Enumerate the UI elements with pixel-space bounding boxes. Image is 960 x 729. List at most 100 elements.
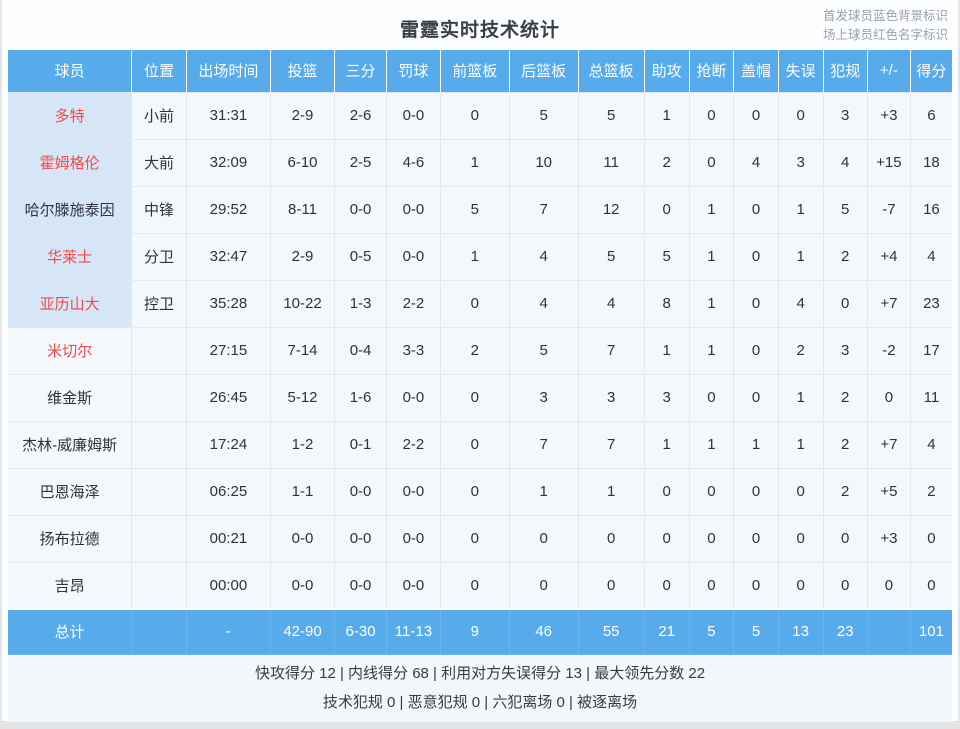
col-header-blk: 盖帽 xyxy=(733,50,779,92)
cell-treb: 0 xyxy=(577,561,645,610)
total-to: 13 xyxy=(777,608,824,655)
cell-pts: 6 xyxy=(909,91,952,140)
cell-plusminus: +3 xyxy=(866,91,911,140)
cell-blk: 0 xyxy=(733,561,779,610)
table-row: 扬布拉德 00:21 0-0 0-0 0-0 0 0 0 0 0 0 0 0 +3 0 xyxy=(8,514,952,563)
cell-blk: 4 xyxy=(733,138,779,187)
col-header-ast: 助攻 xyxy=(644,50,690,92)
cell-pf: 0 xyxy=(822,279,868,328)
cell-3pt: 0-0 xyxy=(334,561,388,610)
cell-ft: 3-3 xyxy=(386,326,441,375)
table-row: 维金斯 26:45 5-12 1-6 0-0 0 3 3 3 0 0 1 2 0 11 xyxy=(8,373,952,422)
cell-ft: 0-0 xyxy=(386,561,441,610)
total-position xyxy=(131,608,187,655)
cell-ast: 5 xyxy=(643,232,690,281)
cell-dreb: 7 xyxy=(508,420,579,469)
cell-treb: 3 xyxy=(577,373,645,422)
player-name-cell: 维金斯 xyxy=(8,373,133,422)
summary-line-scoring: 快攻得分 12 | 内线得分 68 | 利用对方失误得分 13 | 最大领先分数… xyxy=(254,665,706,682)
cell-blk: 0 xyxy=(733,373,779,422)
cell-pf: 2 xyxy=(822,373,868,422)
cell-minutes: 00:21 xyxy=(185,514,271,563)
title-bar: 雷霆实时技术统计 首发球员蓝色背景标识 场上球员红色名字标识 xyxy=(2,0,958,50)
cell-oreb: 0 xyxy=(439,561,510,610)
cell-pf: 3 xyxy=(822,326,868,375)
cell-plusminus: 0 xyxy=(866,373,911,422)
cell-plusminus: +15 xyxy=(866,138,911,187)
cell-oreb: 5 xyxy=(439,185,510,234)
cell-fg: 0-0 xyxy=(269,561,336,610)
cell-to: 0 xyxy=(777,91,824,140)
table-row: 巴恩海泽 06:25 1-1 0-0 0-0 0 1 1 0 0 0 0 2 +5 2 xyxy=(8,467,952,516)
cell-plusminus: +5 xyxy=(866,467,911,516)
cell-plusminus: -2 xyxy=(866,326,911,375)
cell-pf: 0 xyxy=(822,561,868,610)
total-3pt: 6-30 xyxy=(334,608,388,655)
cell-ft: 0-0 xyxy=(386,467,441,516)
cell-position xyxy=(131,373,187,422)
cell-minutes: 29:52 xyxy=(185,185,271,234)
total-ft: 11-13 xyxy=(386,608,441,655)
total-minutes: - xyxy=(185,608,271,655)
cell-fg: 0-0 xyxy=(269,514,336,563)
legend-starter-note: 首发球员蓝色背景标识 xyxy=(822,9,948,23)
player-name-cell: 巴恩海泽 xyxy=(8,467,133,516)
cell-position xyxy=(131,420,187,469)
table-row: 吉昂 00:00 0-0 0-0 0-0 0 0 0 0 0 0 0 0 0 0 xyxy=(8,561,952,610)
total-pf: 23 xyxy=(822,608,868,655)
cell-ft: 0-0 xyxy=(386,185,441,234)
cell-stl: 0 xyxy=(688,467,735,516)
cell-fg: 10-22 xyxy=(269,279,336,328)
cell-ast: 1 xyxy=(643,91,690,140)
table-body: 多特 小前 31:31 2-9 2-6 0-0 0 5 5 1 0 0 0 3 +3 6 霍姆格伦 大前 32:09… xyxy=(8,91,952,655)
team-summary: 快攻得分 12 | 内线得分 68 | 利用对方失误得分 13 | 最大领先分数… xyxy=(8,655,952,722)
cell-3pt: 2-6 xyxy=(334,91,388,140)
cell-3pt: 0-4 xyxy=(334,326,388,375)
cell-dreb: 7 xyxy=(508,185,579,234)
col-header-position: 位置 xyxy=(131,50,187,92)
cell-fg: 6-10 xyxy=(269,138,336,187)
cell-ast: 0 xyxy=(643,185,690,234)
cell-plusminus: +7 xyxy=(866,279,911,328)
cell-dreb: 5 xyxy=(508,91,579,140)
cell-pts: 0 xyxy=(909,561,952,610)
cell-pts: 4 xyxy=(909,232,952,281)
cell-ast: 8 xyxy=(643,279,690,328)
col-header-3pt: 三分 xyxy=(334,50,388,92)
cell-fg: 2-9 xyxy=(269,232,336,281)
cell-pf: 2 xyxy=(822,467,868,516)
cell-fg: 8-11 xyxy=(269,185,336,234)
player-name-cell: 华莱士 xyxy=(8,232,133,281)
player-name-cell: 霍姆格伦 xyxy=(8,138,133,187)
cell-dreb: 3 xyxy=(508,373,579,422)
player-name-cell: 哈尔滕施泰因 xyxy=(8,185,133,234)
cell-minutes: 00:00 xyxy=(185,561,271,610)
cell-pts: 2 xyxy=(909,467,952,516)
cell-pf: 3 xyxy=(822,91,868,140)
cell-pf: 0 xyxy=(822,514,868,563)
player-name-cell: 杰林-威廉姆斯 xyxy=(8,420,133,469)
total-dreb: 46 xyxy=(508,608,579,655)
table-header: 球员 位置 出场时间 投篮 三分 罚球 前篮板 后篮板 总篮板 助攻 抢断 盖帽 失误 犯规 +/- 得分 xyxy=(8,50,952,92)
cell-pts: 0 xyxy=(909,514,952,563)
total-oreb: 9 xyxy=(439,608,510,655)
total-player: 总计 xyxy=(8,608,133,655)
total-fg: 42-90 xyxy=(269,608,336,655)
cell-minutes: 31:31 xyxy=(185,91,271,140)
total-plusminus xyxy=(866,608,911,655)
header-row: 球员 位置 出场时间 投篮 三分 罚球 前篮板 后篮板 总篮板 助攻 抢断 盖帽 失误 犯规 +/- 得分 xyxy=(8,50,952,92)
cell-ft: 0-0 xyxy=(386,373,441,422)
cell-ft: 2-2 xyxy=(386,420,441,469)
cell-fg: 1-1 xyxy=(269,467,336,516)
cell-to: 3 xyxy=(777,138,824,187)
total-pts: 101 xyxy=(909,608,952,655)
cell-3pt: 0-0 xyxy=(334,514,388,563)
cell-oreb: 0 xyxy=(439,373,510,422)
cell-ast: 2 xyxy=(643,138,690,187)
cell-stl: 0 xyxy=(688,514,735,563)
cell-blk: 0 xyxy=(733,467,779,516)
cell-oreb: 0 xyxy=(439,279,510,328)
cell-position: 大前 xyxy=(131,138,187,187)
cell-stl: 0 xyxy=(688,138,735,187)
